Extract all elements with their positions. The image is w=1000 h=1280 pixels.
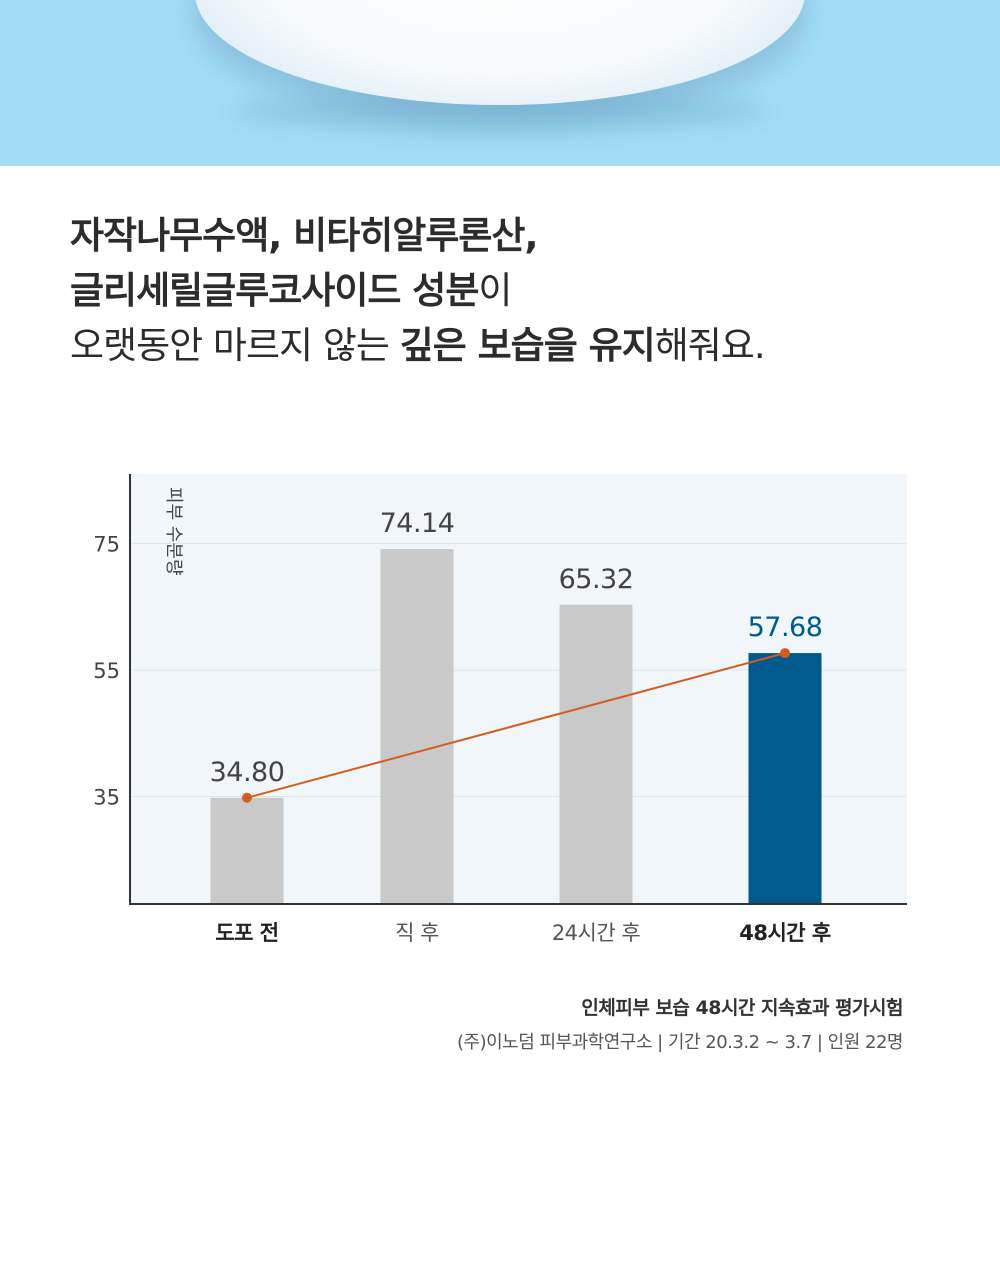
- value-label-1: 74.14: [380, 508, 455, 539]
- headline-desc-b: 해줘요.: [654, 324, 766, 367]
- footnote-title: 인체피부 보습 48시간 지속효과 평가시험: [581, 997, 903, 1019]
- bar-2: [559, 604, 633, 904]
- value-label-0: 34.80: [210, 757, 285, 788]
- y-tick-label-35: 35: [93, 786, 120, 810]
- category-label-2: 24시간 후: [552, 921, 641, 945]
- y-tick-label-75: 75: [93, 533, 120, 557]
- trend-point-end: [780, 648, 790, 659]
- hero-product-image: [0, 0, 1000, 166]
- cream-texture: [195, 0, 805, 105]
- footnote-source: (주)이노덤 피부과학연구소 | 기간 20.3.2 ~ 3.7 | 인원 22…: [457, 1032, 904, 1053]
- headline-line-3: 오랫동안 마르지 않는 깊은 보습을 유지해줘요.: [70, 318, 950, 373]
- headline-desc-a: 오랫동안 마르지 않는: [70, 324, 400, 367]
- headline-particle: 이: [478, 269, 512, 312]
- moisture-bar-chart: 35 55 75 34.80 도포 전 74.14 직 후 65.32 24시간 후 57.68 4…: [93, 474, 907, 945]
- headline-emphasis: 깊은 보습을 유지: [399, 324, 656, 367]
- y-axis-title: 피부 수분량: [163, 487, 184, 576]
- footnote: 인체피부 보습 48시간 지속효과 평가시험 (주)이노덤 피부과학연구소 | …: [457, 993, 904, 1054]
- y-tick-label-55: 55: [93, 659, 120, 683]
- headline: 자작나무수액, 비타히알루론산, 글리세릴글루코사이드 성분이 오랫동안 마르지…: [70, 208, 950, 373]
- category-label-1: 직 후: [395, 921, 439, 945]
- trend-point-start: [242, 792, 252, 803]
- headline-line-2: 글리세릴글루코사이드 성분이: [70, 263, 950, 318]
- trend-line: [246, 652, 786, 799]
- bar-3: [748, 653, 822, 904]
- headline-line-1: 자작나무수액, 비타히알루론산,: [70, 208, 950, 263]
- bar-0: [210, 797, 284, 904]
- headline-ingredients-2: 글리세릴글루코사이드 성분: [70, 269, 479, 312]
- category-label-0: 도포 전: [215, 921, 278, 945]
- value-label-3: 57.68: [748, 612, 823, 643]
- bar-1: [380, 548, 454, 904]
- value-label-2: 65.32: [559, 564, 634, 595]
- headline-ingredients-1: 자작나무수액, 비타히알루론산,: [70, 214, 539, 257]
- category-label-3: 48시간 후: [739, 921, 831, 945]
